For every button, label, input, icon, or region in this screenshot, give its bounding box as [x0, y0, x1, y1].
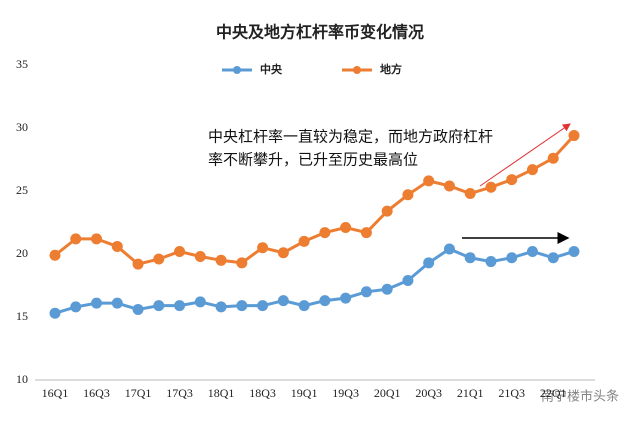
- data-point: [236, 257, 248, 269]
- data-point: [277, 247, 289, 259]
- data-point: [111, 240, 123, 252]
- data-point: [340, 222, 352, 234]
- data-point: [568, 245, 580, 257]
- data-point: [194, 251, 206, 263]
- x-tick-label: 16Q1: [42, 386, 69, 400]
- data-point: [132, 258, 144, 270]
- data-point: [360, 227, 372, 239]
- y-tick-label: 35: [16, 57, 28, 71]
- x-tick-label: 17Q1: [125, 386, 152, 400]
- data-point: [340, 292, 352, 304]
- y-tick-label: 30: [16, 120, 28, 134]
- data-point: [215, 254, 227, 266]
- data-point: [298, 235, 310, 247]
- arrow: [479, 123, 571, 187]
- data-point: [91, 233, 103, 245]
- data-point: [360, 286, 372, 298]
- x-tick-label: 20Q3: [415, 386, 442, 400]
- legend-label: 中央: [260, 62, 283, 76]
- data-point: [402, 274, 414, 286]
- watermark: 南宁楼市头条: [541, 389, 619, 405]
- data-point: [547, 152, 559, 164]
- data-point: [257, 300, 269, 312]
- data-point: [236, 300, 248, 312]
- data-point: [91, 297, 103, 309]
- data-point: [526, 245, 538, 257]
- x-tick-label: 21Q1: [457, 386, 484, 400]
- chart-title: 中央及地方杠杆率币变化情况: [216, 23, 424, 42]
- data-point: [298, 300, 310, 312]
- data-point: [381, 205, 393, 217]
- y-tick-label: 20: [16, 246, 28, 260]
- data-point: [49, 249, 61, 261]
- data-point: [423, 175, 435, 187]
- data-point: [153, 300, 165, 312]
- x-tick-label: 17Q3: [166, 386, 193, 400]
- data-point: [464, 188, 476, 200]
- data-point: [547, 252, 559, 264]
- data-point: [277, 295, 289, 307]
- data-point: [402, 189, 414, 201]
- x-tick-label: 22Q1: [540, 386, 567, 400]
- x-tick-label: 21Q3: [498, 386, 525, 400]
- data-point: [506, 252, 518, 264]
- data-point: [443, 243, 455, 255]
- data-point: [132, 303, 144, 315]
- data-point: [111, 297, 123, 309]
- data-point: [174, 300, 186, 312]
- data-point: [174, 245, 186, 257]
- data-point: [153, 253, 165, 265]
- data-point: [506, 174, 518, 186]
- data-point: [49, 307, 61, 319]
- x-tick-label: 19Q1: [291, 386, 318, 400]
- data-point: [381, 283, 393, 295]
- legend-marker: [233, 66, 241, 74]
- y-tick-label: 10: [16, 372, 28, 386]
- data-point: [319, 227, 331, 239]
- data-point: [215, 301, 227, 313]
- data-point: [443, 180, 455, 192]
- data-point: [485, 181, 497, 193]
- y-tick-label: 25: [16, 183, 28, 197]
- data-point: [526, 164, 538, 176]
- data-point: [568, 130, 580, 142]
- y-tick-label: 15: [16, 309, 28, 323]
- data-point: [319, 295, 331, 307]
- data-point: [423, 257, 435, 269]
- x-tick-label: 20Q1: [374, 386, 401, 400]
- data-point: [257, 242, 269, 254]
- data-point: [70, 233, 82, 245]
- legend-marker: [353, 66, 361, 74]
- data-point: [70, 301, 82, 313]
- x-tick-label: 18Q3: [249, 386, 276, 400]
- x-tick-label: 19Q3: [332, 386, 359, 400]
- legend-label: 地方: [380, 62, 402, 76]
- x-tick-label: 18Q1: [208, 386, 235, 400]
- data-point: [464, 252, 476, 264]
- annotation: 率不断攀升，已升至历史最高位: [208, 151, 418, 169]
- data-point: [194, 296, 206, 308]
- annotation: 中央杠杆率一直较为稳定，而地方政府杠杆: [208, 128, 493, 146]
- data-point: [485, 256, 497, 268]
- x-tick-label: 16Q3: [83, 386, 110, 400]
